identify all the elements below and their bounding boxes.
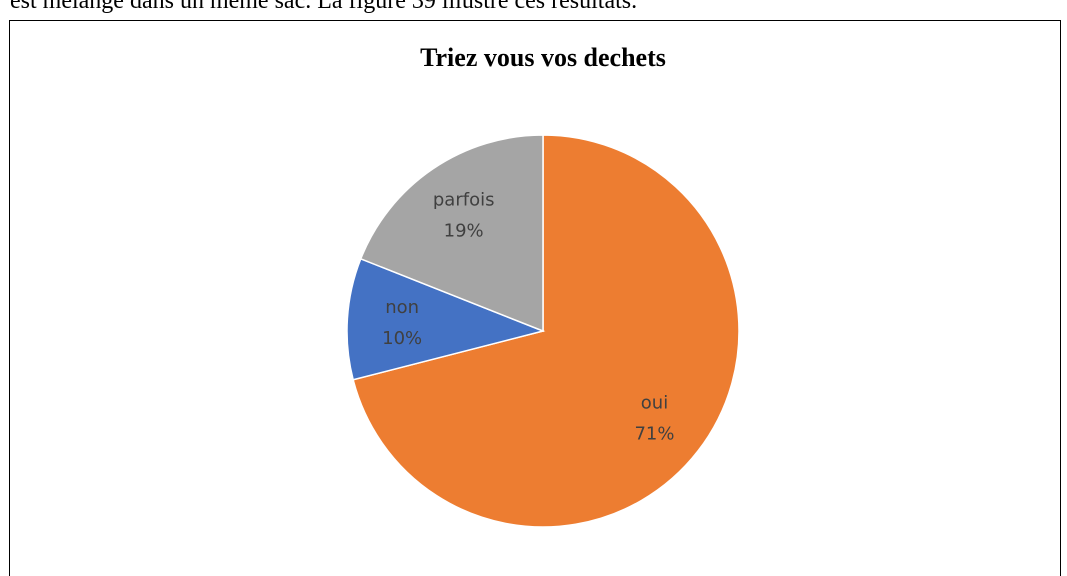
pie-slice — [352, 134, 740, 528]
slice-value-label: 19% — [444, 220, 484, 241]
pie-slice — [359, 134, 544, 333]
body-text: est mélangé dans un même sac. La figure … — [10, 0, 637, 14]
slice-label: parfois — [433, 189, 495, 210]
slice-value-label: 71% — [634, 423, 674, 444]
pie-slice — [346, 257, 546, 381]
slice-label: oui — [641, 392, 668, 413]
slice-label: non — [385, 297, 419, 318]
chart-title: Triez vous vos dechets — [420, 43, 666, 72]
slice-value-label: 10% — [382, 328, 422, 349]
